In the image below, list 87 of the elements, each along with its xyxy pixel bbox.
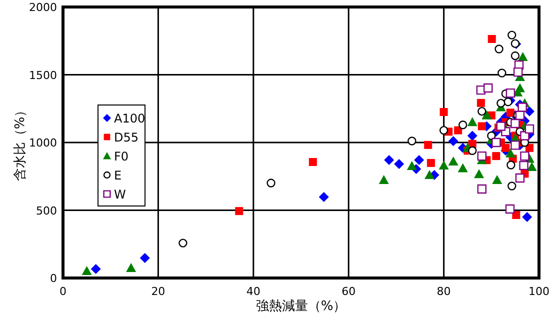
point [82, 266, 92, 275]
x-tick-label: 100 [528, 285, 550, 298]
point [505, 204, 515, 214]
point [520, 151, 530, 161]
point [504, 98, 512, 106]
point [140, 252, 150, 263]
point [394, 159, 404, 170]
point [506, 160, 516, 170]
point [406, 160, 417, 170]
legend-label: A100 [114, 112, 146, 126]
x-tick-label: 40 [246, 285, 260, 298]
point [424, 140, 432, 149]
point [519, 160, 528, 170]
point [408, 136, 416, 146]
point [515, 173, 525, 183]
point [483, 83, 493, 93]
point [266, 178, 276, 188]
y-tick-label: 1500 [29, 68, 57, 82]
point [510, 51, 520, 60]
point [487, 131, 496, 140]
point [448, 136, 458, 146]
point [518, 52, 528, 61]
point [526, 162, 537, 172]
point [488, 34, 496, 43]
point [492, 138, 501, 148]
point [308, 158, 317, 166]
x-tick-label: 60 [342, 285, 356, 298]
point [506, 108, 514, 117]
point [496, 98, 506, 108]
point [508, 30, 516, 40]
point [318, 192, 329, 202]
point [458, 120, 468, 130]
point [439, 126, 448, 135]
x-tick-label: 0 [60, 285, 66, 298]
x-axis-title: 強熱減量（%） [256, 299, 346, 314]
legend-label: F0 [114, 150, 129, 164]
point [513, 67, 523, 77]
point [476, 98, 485, 107]
legend-label: W [114, 188, 126, 202]
point [496, 122, 506, 131]
point [235, 207, 244, 216]
point [477, 184, 486, 194]
legend-label: D55 [114, 130, 139, 144]
point [494, 44, 504, 54]
point [508, 182, 516, 190]
point [378, 175, 389, 184]
y-tick-label: 2000 [29, 1, 57, 14]
point [126, 262, 136, 272]
point [424, 170, 435, 180]
y-axis-title: 含水比（%） [13, 104, 28, 182]
point [467, 117, 478, 126]
point [426, 158, 435, 167]
point [458, 163, 468, 172]
point [510, 118, 520, 128]
legend-label: E [114, 168, 122, 182]
point [478, 122, 486, 130]
point [522, 212, 532, 222]
point [492, 152, 500, 160]
point [524, 124, 534, 134]
point [514, 83, 525, 92]
point [468, 146, 477, 155]
point [90, 264, 101, 274]
point [477, 151, 486, 161]
y-tick-label: 500 [36, 204, 57, 218]
point [467, 130, 478, 141]
point [454, 126, 462, 134]
y-tick-label: 0 [50, 272, 57, 285]
point [518, 102, 527, 112]
point [438, 160, 449, 170]
point [440, 108, 448, 116]
point [482, 110, 492, 120]
x-tick-label: 20 [151, 285, 166, 298]
point [474, 169, 484, 178]
point [448, 156, 458, 166]
x-tick-label: 80 [436, 285, 451, 298]
point [502, 144, 510, 152]
point [478, 106, 486, 116]
point [512, 210, 520, 219]
point [492, 175, 502, 184]
point [498, 68, 506, 78]
point [178, 238, 188, 248]
point [506, 88, 516, 98]
point [414, 154, 424, 165]
point [510, 140, 520, 150]
point [384, 154, 394, 165]
point [505, 148, 516, 158]
y-tick-label: 1000 [29, 136, 57, 150]
